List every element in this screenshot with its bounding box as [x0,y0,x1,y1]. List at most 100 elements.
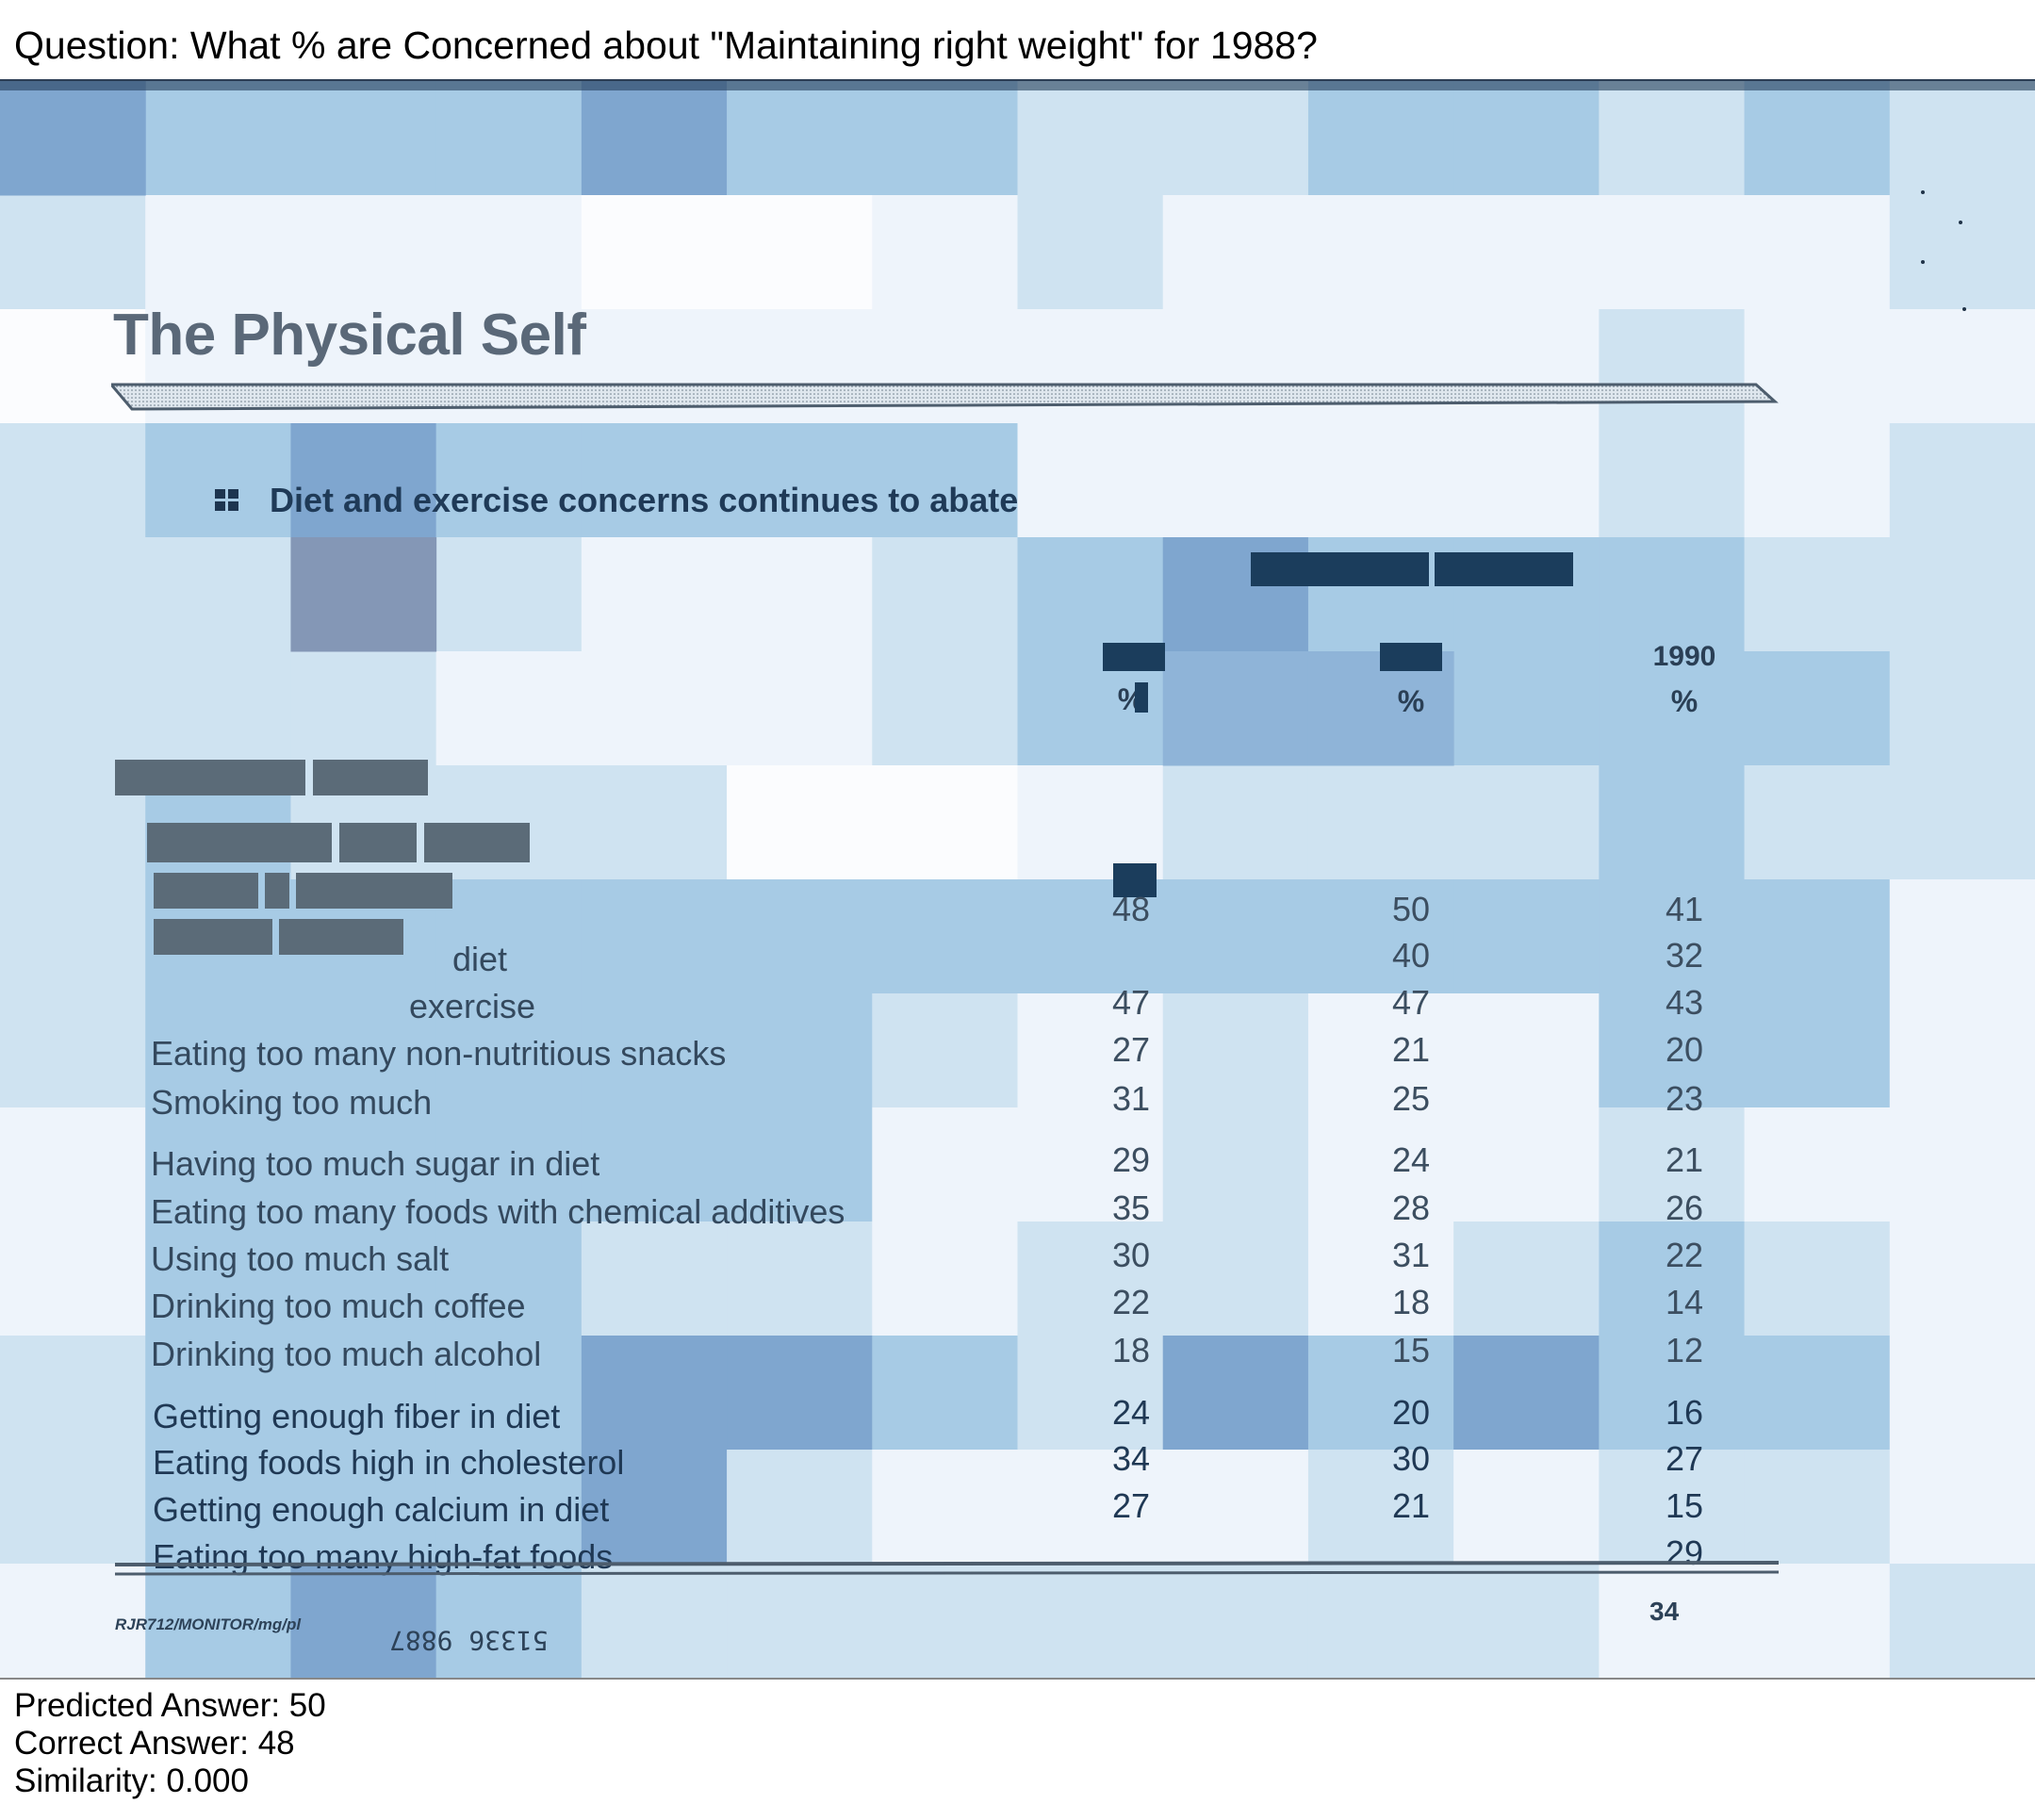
heatmap-cell [0,537,146,652]
table-cell: 20 [1391,1393,1431,1432]
heatmap-cell [1599,651,1746,766]
table-cell: 34 [1111,1439,1151,1478]
heatmap-cell [1599,1336,1746,1451]
heatmap-cell [872,651,1018,766]
table-cell: 23 [1665,1079,1704,1118]
heatmap-cell [1162,1450,1309,1565]
heatmap-cell [1744,195,1891,310]
heatmap-cell [290,651,437,766]
redaction-header-group [1251,552,1429,586]
heatmap-cell [581,423,728,538]
heatmap-cell [727,1450,873,1565]
table-cell: 18 [1391,1283,1431,1321]
heatmap-cell [1307,1564,1454,1678]
heatmap-cell [727,879,873,994]
table-cell: 43 [1665,983,1704,1022]
heatmap-cell [1162,993,1309,1108]
heatmap-cell [581,1450,728,1565]
heatmap-cell [1599,1450,1746,1565]
heatmap-cell [435,81,583,196]
heatmap-cell [1889,879,2035,994]
heatmap-cell [1889,993,2035,1108]
table-cell: 22 [1111,1283,1151,1321]
heatmap-cell [0,1564,146,1678]
heatmap-cell [1453,423,1600,538]
heatmap-cell [1162,1564,1309,1678]
heatmap-cell [1017,765,1164,880]
heatmap-cell [290,195,437,310]
redaction-cell-value [1113,863,1157,897]
heatmap-cell [1307,1222,1454,1336]
heatmap-cell [435,195,583,310]
heatmap-cell [1599,195,1746,310]
heatmap-cell [1162,879,1309,994]
heatmap-cell [1017,1336,1164,1451]
heatmap-cell [727,195,873,310]
heatmap-cell [1017,1564,1164,1678]
table-row-label: Eating too many foods with chemical addi… [151,1192,845,1231]
heatmap-cell [1017,1107,1164,1222]
heatmap-cell [1453,1222,1600,1336]
heatmap-cell [727,537,873,652]
table-cell: 47 [1391,983,1431,1022]
table-row-label: Drinking too much coffee [151,1287,526,1325]
table-row-label: diet [452,940,508,978]
heatmap-cell [290,1222,437,1336]
heatmap-cell [1744,1222,1891,1336]
table-cell: 27 [1665,1439,1704,1478]
heatmap-cell [1453,81,1600,196]
heatmap-cell [872,195,1018,310]
heatmap-cell [1889,81,2035,196]
table-cell: 47 [1111,983,1151,1022]
heatmap-cell [727,1336,873,1451]
document-reference: RJR712/MONITOR/mg/pl [115,1615,302,1633]
column-year-3: 1990 [1652,641,1716,672]
heatmap-cell [1599,1222,1746,1336]
heatmap-cell [1599,423,1746,538]
heatmap-cell [1453,651,1600,766]
heatmap-cell [1307,1107,1454,1222]
heatmap-cell [1307,1450,1454,1565]
heatmap-cell [290,1450,437,1565]
column-unit-3: % [1670,684,1699,718]
page-number: 34 [1649,1597,1680,1626]
table-cell: 20 [1665,1030,1704,1069]
heatmap-cell [435,1107,583,1222]
table-row-label: Eating too many high-fat foods [153,1537,614,1576]
heatmap-cell [581,765,728,880]
redaction-row-label [279,919,403,955]
heatmap-cell [1017,195,1164,310]
heatmap-cell [435,1222,583,1336]
table-cell: 27 [1111,1030,1151,1069]
document-bates-number: 51336 9887 [389,1625,549,1656]
heatmap-cell [290,537,437,652]
heatmap-cell [0,309,146,424]
heatmap-cell [1599,309,1746,424]
table-cell: 26 [1665,1189,1704,1227]
heatmap-cell [435,651,583,766]
heatmap-cell [872,1336,1018,1451]
heatmap-cell [1744,423,1891,538]
redaction-section-heading [313,760,428,795]
heatmap-cell [145,195,291,310]
bullet-squares-icon [215,489,241,514]
heatmap-cell [1162,765,1309,880]
heatmap-cell [1017,81,1164,196]
table-row-label: Having too much sugar in diet [151,1144,600,1183]
section-subtitle: Diet and exercise concerns continues to … [270,481,1019,519]
heatmap-cell [1599,81,1746,196]
redaction-col1-year [1103,643,1165,671]
heatmap-cell [1744,1450,1891,1565]
heatmap-cell [1889,537,2035,652]
heatmap-cell [1599,1564,1746,1678]
redaction-row-label [296,873,452,909]
heatmap-cell [872,765,1018,880]
attention-heatmap-overlay [0,81,2035,1678]
heatmap-cell [1889,651,2035,766]
table-cell: 41 [1665,890,1704,928]
heatmap-cell [1453,1450,1600,1565]
speck [1962,307,1966,311]
redaction-row-label [154,919,272,955]
heatmap-cell [1599,537,1746,652]
heatmap-cell [290,1107,437,1222]
